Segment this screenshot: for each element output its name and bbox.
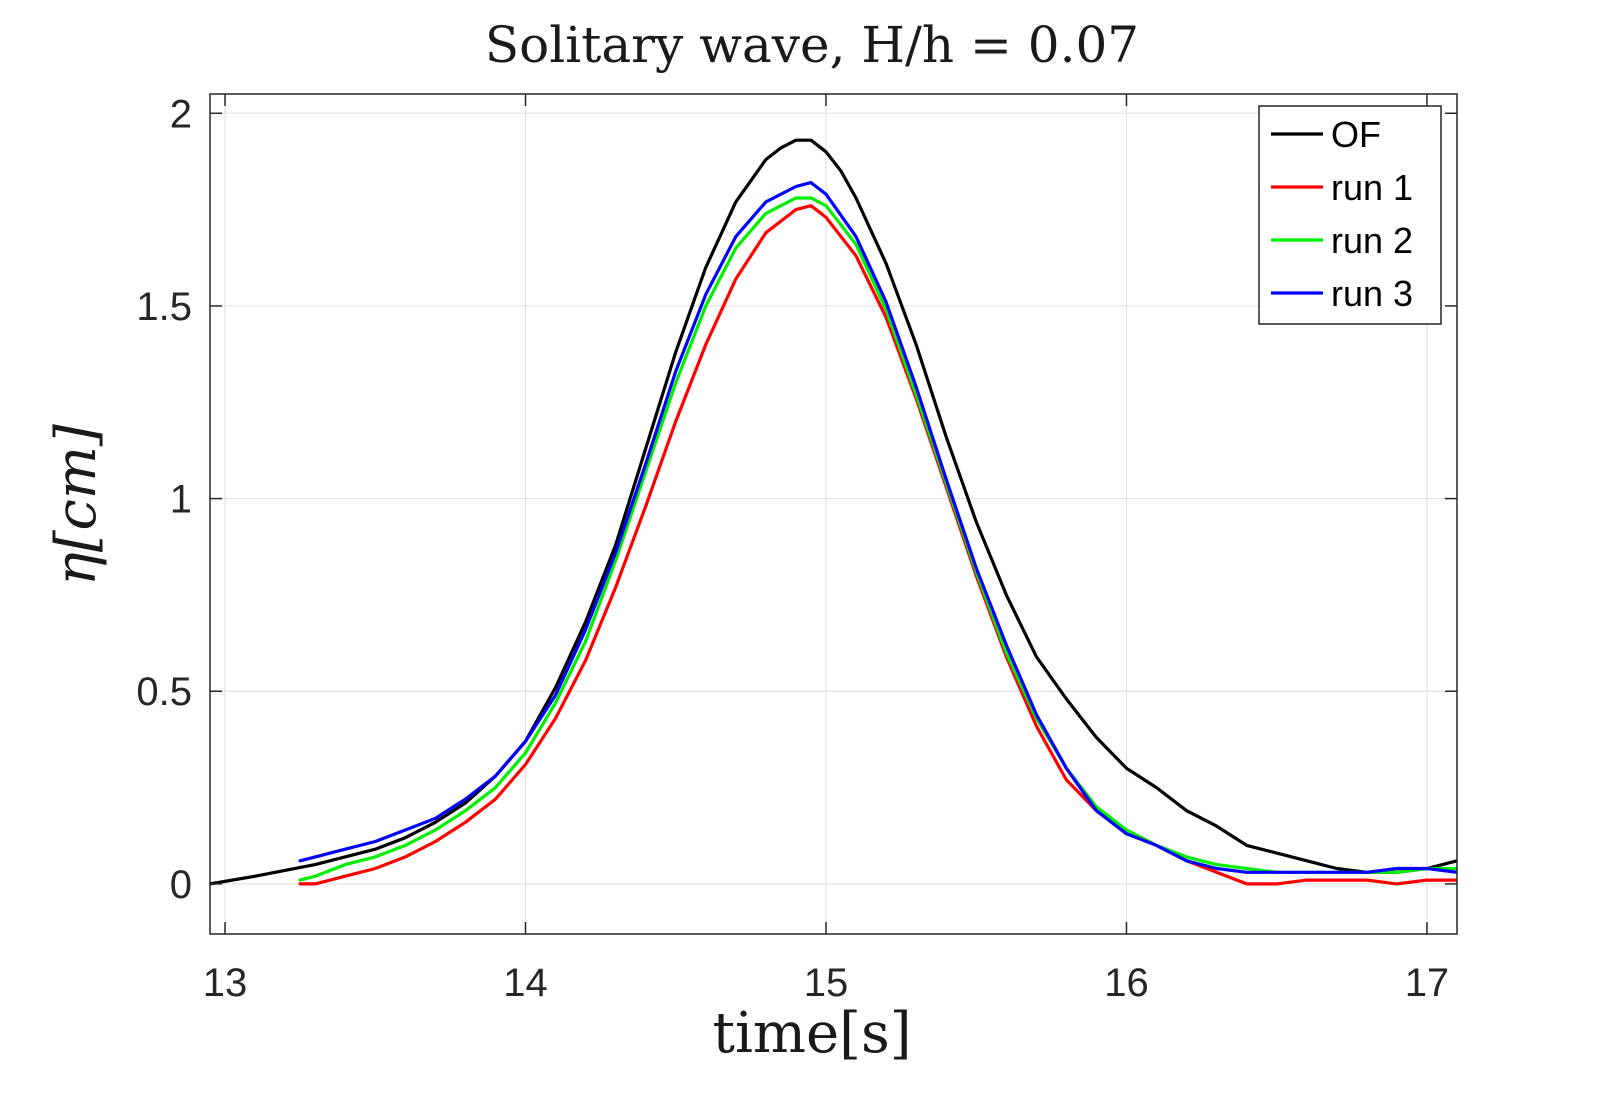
plot-frame [209, 93, 1458, 935]
y-tick-label: 1.5 [136, 285, 192, 329]
series-line-run-2 [298, 196, 1457, 882]
x-tick-label: 14 [503, 961, 548, 1005]
legend-label-of: OF [1331, 114, 1381, 155]
legend-label-run-3: run 3 [1331, 273, 1413, 314]
y-tick-label: 0.5 [136, 670, 192, 714]
series-layer [210, 138, 1457, 886]
x-tick-label: 15 [804, 961, 849, 1005]
y-tick-label: 2 [170, 92, 192, 136]
chart-title: Solitary wave, H/h = 0.07 [485, 16, 1139, 74]
y-tick-label: 1 [170, 478, 192, 522]
x-tick-label: 17 [1405, 961, 1450, 1005]
x-tick-label: 13 [203, 961, 248, 1005]
x-axis-label: time[s] [712, 1001, 911, 1066]
series-line-run-3 [298, 181, 1457, 874]
y-tick-label: 0 [170, 863, 192, 907]
legend: OF run 1 run 2 run 3 [1258, 105, 1442, 325]
x-tick-label: 16 [1104, 961, 1149, 1005]
ticks: 13 14 15 16 17 0 0.5 1 1.5 2 [136, 92, 1457, 1005]
legend-label-run-1: run 1 [1331, 167, 1413, 208]
grid [210, 94, 1457, 934]
series-line-run-1 [298, 204, 1457, 886]
legend-box [1258, 105, 1442, 325]
y-axis-label: η[cm] [44, 424, 109, 586]
legend-label-run-2: run 2 [1331, 220, 1413, 261]
